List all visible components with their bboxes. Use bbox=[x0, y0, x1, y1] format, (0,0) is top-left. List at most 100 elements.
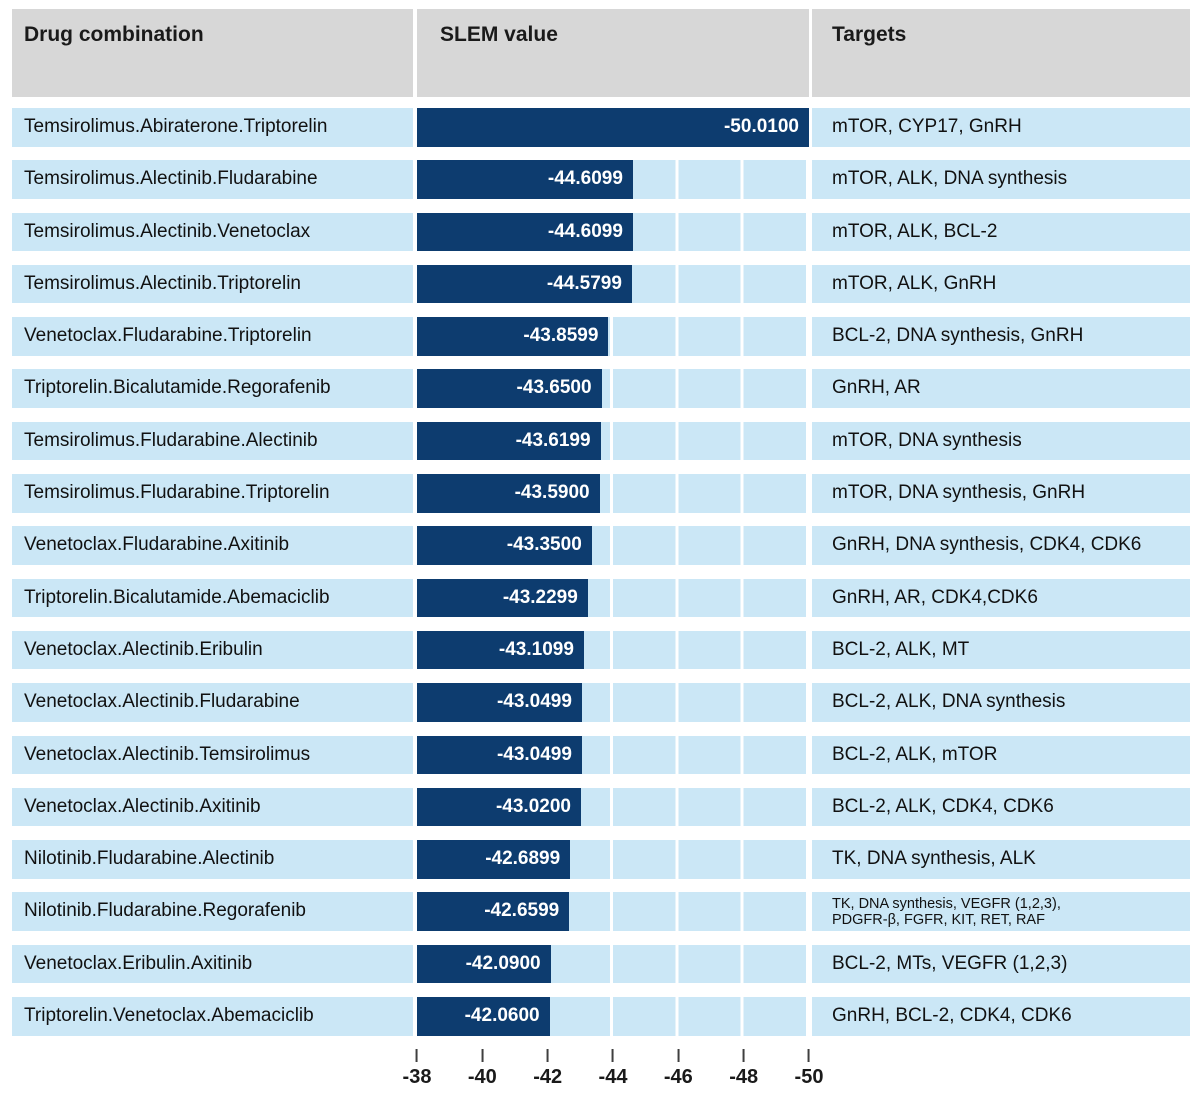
targets-text: mTOR, DNA synthesis bbox=[832, 429, 1022, 451]
slem-bar: -50.0100 bbox=[417, 108, 809, 147]
table-row: Venetoclax.Alectinib.Eribulin -43.1099 B… bbox=[12, 630, 1200, 670]
slem-bar: -43.0499 bbox=[417, 735, 582, 775]
slem-bar-cell: -42.0600 bbox=[417, 997, 809, 1036]
targets-text: GnRH, BCL-2, CDK4, CDK6 bbox=[832, 1005, 1072, 1027]
drug-combination-cell: Venetoclax.Alectinib.Fludarabine bbox=[12, 683, 413, 722]
targets-text: BCL-2, ALK, DNA synthesis bbox=[832, 691, 1066, 713]
drug-combination-cell: Nilotinib.Fludarabine.Regorafenib bbox=[12, 892, 413, 931]
drug-combination-cell: Venetoclax.Alectinib.Axitinib bbox=[12, 787, 413, 827]
targets-cell: BCL-2, ALK, DNA synthesis bbox=[812, 683, 1190, 722]
targets-text: mTOR, ALK, GnRH bbox=[832, 272, 997, 294]
slem-bar-cell: -43.8599 bbox=[417, 317, 809, 356]
slem-bar-cell: -43.2299 bbox=[417, 578, 809, 618]
slem-bar: -43.0499 bbox=[417, 683, 582, 722]
tick-label: -40 bbox=[467, 1066, 497, 1089]
targets-text: mTOR, DNA synthesis, GnRH bbox=[832, 482, 1086, 504]
slem-bar: -43.6199 bbox=[417, 421, 601, 461]
drug-combination-cell: Nilotinib.Fludarabine.Alectinib bbox=[12, 840, 413, 879]
slem-bar-cell: -43.0200 bbox=[417, 787, 809, 827]
targets-text: BCL-2, ALK, mTOR bbox=[832, 743, 998, 765]
axis-tick: -50 bbox=[794, 1049, 824, 1089]
slem-bar: -44.6099 bbox=[417, 160, 633, 199]
table-row: Venetoclax.Eribulin.Axitinib -42.0900 BC… bbox=[12, 944, 1200, 984]
slem-bar-cell: -43.6500 bbox=[417, 369, 809, 408]
targets-cell: BCL-2, MTs, VEGFR (1,2,3) bbox=[812, 944, 1190, 984]
slem-bar: -43.1099 bbox=[417, 630, 584, 670]
targets-text-line2: PDGFR-β, FGFR, KIT, RET, RAF bbox=[832, 912, 1045, 929]
slem-bar: -43.3500 bbox=[417, 526, 592, 565]
targets-text: GnRH, AR, CDK4,CDK6 bbox=[832, 586, 1038, 608]
drug-combination-cell: Temsirolimus.Fludarabine.Alectinib bbox=[12, 421, 413, 461]
table-row: Temsirolimus.Abiraterone.Triptorelin -50… bbox=[12, 108, 1200, 147]
table-row: Temsirolimus.Alectinib.Venetoclax -44.60… bbox=[12, 212, 1200, 252]
header-slem-value: SLEM value bbox=[417, 9, 809, 97]
targets-text: mTOR, ALK, DNA synthesis bbox=[832, 168, 1068, 190]
table-row: Triptorelin.Bicalutamide.Regorafenib -43… bbox=[12, 369, 1200, 408]
slem-bar: -43.5900 bbox=[417, 474, 600, 513]
axis-tick: -38 bbox=[402, 1049, 432, 1089]
targets-text: BCL-2, MTs, VEGFR (1,2,3) bbox=[832, 952, 1068, 974]
targets-cell: mTOR, ALK, DNA synthesis bbox=[812, 160, 1190, 199]
slem-bar-cell: -43.0499 bbox=[417, 735, 809, 775]
drug-combination-cell: Venetoclax.Alectinib.Eribulin bbox=[12, 630, 413, 670]
targets-text: TK, DNA synthesis, VEGFR (1,2,3), bbox=[832, 895, 1061, 912]
targets-cell: BCL-2, ALK, CDK4, CDK6 bbox=[812, 787, 1190, 827]
slem-bar: -42.0900 bbox=[417, 944, 551, 984]
targets-cell: BCL-2, ALK, mTOR bbox=[812, 735, 1190, 775]
header-row: Drug combination SLEM value Targets bbox=[12, 9, 1200, 97]
slem-bar-cell: -50.0100 bbox=[417, 108, 809, 147]
targets-cell: TK, DNA synthesis, ALK bbox=[812, 840, 1190, 879]
targets-cell: mTOR, DNA synthesis, GnRH bbox=[812, 474, 1190, 513]
targets-cell: GnRH, BCL-2, CDK4, CDK6 bbox=[812, 997, 1190, 1036]
x-axis: -38 -40 -42 -44 -46 -48 -50 bbox=[403, 1049, 823, 1094]
slem-bar-cell: -42.6599 bbox=[417, 892, 809, 931]
targets-cell: TK, DNA synthesis, VEGFR (1,2,3), PDGFR-… bbox=[812, 892, 1190, 931]
slem-bar: -43.6500 bbox=[417, 369, 602, 408]
table-row: Nilotinib.Fludarabine.Alectinib -42.6899… bbox=[12, 840, 1200, 879]
targets-cell: BCL-2, DNA synthesis, GnRH bbox=[812, 317, 1190, 356]
header-targets: Targets bbox=[812, 9, 1190, 97]
table-row: Nilotinib.Fludarabine.Regorafenib -42.65… bbox=[12, 892, 1200, 931]
table-row: Venetoclax.Fludarabine.Axitinib -43.3500… bbox=[12, 526, 1200, 565]
slem-bar-cell: -42.0900 bbox=[417, 944, 809, 984]
axis-tick: -42 bbox=[533, 1049, 562, 1089]
slem-bar-cell: -44.5799 bbox=[417, 264, 809, 304]
slem-bar: -43.8599 bbox=[417, 317, 609, 356]
tick-label: -38 bbox=[402, 1066, 432, 1089]
tick-label: -50 bbox=[794, 1066, 824, 1089]
drug-combination-cell: Triptorelin.Venetoclax.Abemaciclib bbox=[12, 997, 413, 1036]
drug-combination-cell: Venetoclax.Alectinib.Temsirolimus bbox=[12, 735, 413, 775]
drug-combination-cell: Temsirolimus.Alectinib.Venetoclax bbox=[12, 212, 413, 252]
drug-combination-cell: Triptorelin.Bicalutamide.Regorafenib bbox=[12, 369, 413, 408]
slem-bar-cell: -44.6099 bbox=[417, 160, 809, 199]
axis-tick: -48 bbox=[729, 1049, 758, 1089]
slem-bar-cell: -44.6099 bbox=[417, 212, 809, 252]
table-row: Venetoclax.Fludarabine.Triptorelin -43.8… bbox=[12, 317, 1200, 356]
targets-cell: BCL-2, ALK, MT bbox=[812, 630, 1190, 670]
slem-bar-cell: -43.6199 bbox=[417, 421, 809, 461]
slem-bar-cell: -43.5900 bbox=[417, 474, 809, 513]
targets-cell: mTOR, CYP17, GnRH bbox=[812, 108, 1190, 147]
slem-bar: -43.2299 bbox=[417, 578, 588, 618]
slem-bar: -42.6899 bbox=[417, 840, 571, 879]
slem-bar: -44.6099 bbox=[417, 212, 633, 252]
axis-tick: -46 bbox=[664, 1049, 693, 1089]
tick-mark bbox=[742, 1049, 745, 1063]
table-row: Venetoclax.Alectinib.Temsirolimus -43.04… bbox=[12, 735, 1200, 775]
targets-cell: GnRH, DNA synthesis, CDK4, CDK6 bbox=[812, 526, 1190, 565]
drug-combination-cell: Venetoclax.Fludarabine.Axitinib bbox=[12, 526, 413, 565]
targets-cell: mTOR, ALK, GnRH bbox=[812, 264, 1190, 304]
targets-cell: mTOR, ALK, BCL-2 bbox=[812, 212, 1190, 252]
targets-text: mTOR, CYP17, GnRH bbox=[832, 116, 1022, 137]
table-row: Temsirolimus.Alectinib.Fludarabine -44.6… bbox=[12, 160, 1200, 199]
targets-cell: GnRH, AR bbox=[812, 369, 1190, 408]
targets-text: GnRH, AR bbox=[832, 377, 921, 399]
tick-mark bbox=[612, 1049, 614, 1063]
slem-bar-cell: -42.6899 bbox=[417, 840, 809, 879]
targets-text: TK, DNA synthesis, ALK bbox=[832, 848, 1036, 870]
targets-cell: mTOR, DNA synthesis bbox=[812, 421, 1190, 461]
slem-bar: -44.5799 bbox=[417, 264, 632, 304]
tick-label: -42 bbox=[533, 1066, 563, 1089]
slem-bar: -43.0200 bbox=[417, 787, 581, 827]
targets-text: BCL-2, DNA synthesis, GnRH bbox=[832, 325, 1084, 347]
